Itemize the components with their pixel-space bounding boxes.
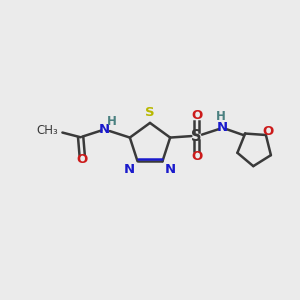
Text: N: N	[124, 163, 135, 176]
Text: H: H	[216, 110, 226, 123]
Text: O: O	[76, 153, 88, 166]
Text: H: H	[107, 115, 117, 128]
Text: O: O	[191, 109, 202, 122]
Text: CH₃: CH₃	[36, 124, 58, 137]
Text: S: S	[191, 129, 202, 144]
Text: O: O	[262, 125, 274, 138]
Text: N: N	[99, 123, 110, 136]
Text: S: S	[145, 106, 155, 119]
Text: N: N	[217, 121, 228, 134]
Text: O: O	[191, 150, 202, 163]
Text: N: N	[165, 163, 176, 176]
